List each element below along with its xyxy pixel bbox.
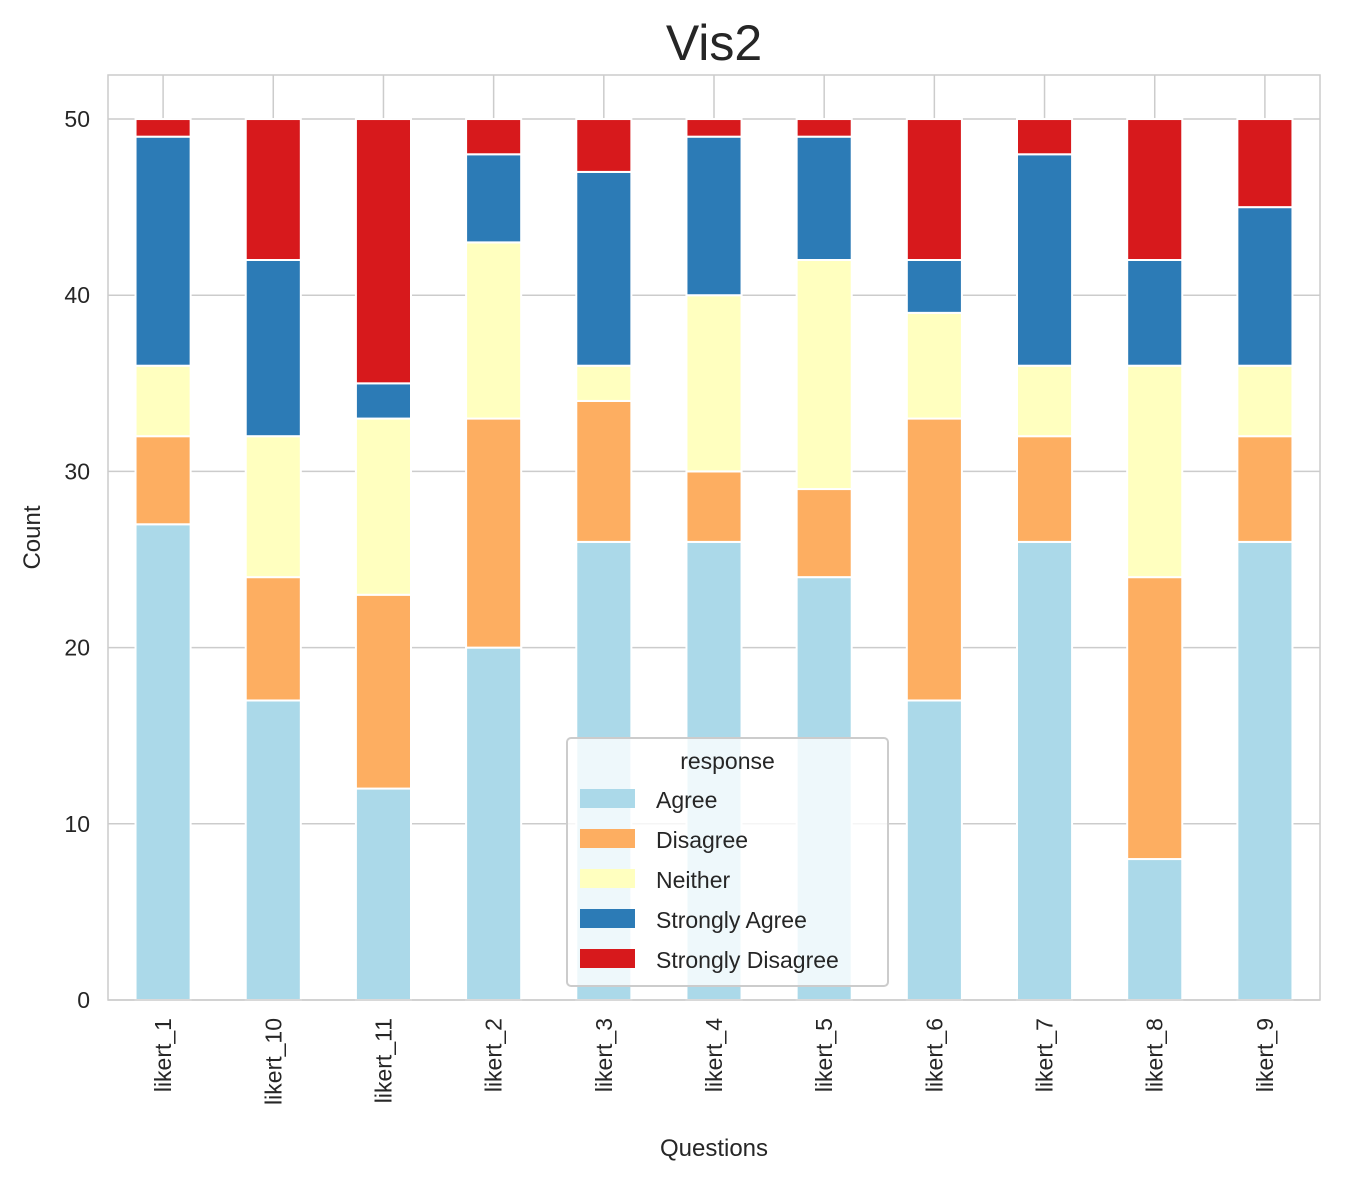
- y-tick-label: 0: [77, 987, 90, 1013]
- legend: response Agree Disagree Neither Strongly Ag…: [566, 737, 889, 987]
- legend-label: Disagree: [656, 827, 748, 853]
- bar-likert_1-strongly-disagree: [134, 118, 192, 138]
- bar-likert_10-neither: [244, 435, 302, 579]
- bar-likert_6-disagree: [905, 417, 963, 702]
- legend-swatch-disagree: [580, 829, 635, 848]
- legend-label: Neither: [656, 867, 730, 893]
- x-tick-label: likert_7: [1032, 1018, 1058, 1092]
- y-tick-label: 40: [64, 282, 90, 308]
- chart-title: Vis2: [666, 15, 762, 71]
- bar-likert_4-strongly-agree: [685, 135, 743, 297]
- x-tick-label: likert_8: [1142, 1018, 1168, 1092]
- bar-likert_5-disagree: [795, 488, 853, 579]
- bar-likert_2-agree: [465, 646, 523, 1001]
- y-axis-ticks: 0 10 20 30 40 50: [64, 106, 90, 1013]
- legend-label: Strongly Disagree: [656, 947, 839, 973]
- bar-likert_4-disagree: [685, 470, 743, 543]
- bar-likert_3-neither: [575, 364, 633, 402]
- bar-likert_3-strongly-disagree: [575, 118, 633, 173]
- bar-likert_6-strongly-agree: [905, 259, 963, 314]
- bar-likert_7-disagree: [1016, 435, 1074, 543]
- y-tick-label: 50: [64, 106, 90, 132]
- x-tick-label: likert_5: [811, 1018, 837, 1092]
- bar-likert_4-strongly-disagree: [685, 118, 743, 138]
- bar-likert_4-neither: [685, 294, 743, 473]
- y-axis-label: Count: [19, 505, 46, 569]
- x-tick-label: likert_11: [370, 1018, 396, 1103]
- bar-likert_2-disagree: [465, 417, 523, 649]
- bar-likert_10-strongly-disagree: [244, 118, 302, 261]
- bar-likert_1-strongly-agree: [134, 135, 192, 367]
- bar-likert_10-agree: [244, 699, 302, 1001]
- bar-likert_7-strongly-agree: [1016, 153, 1074, 367]
- bar-likert_1-disagree: [134, 435, 192, 526]
- legend-items: Agree Disagree Neither Strongly Agree Strong…: [580, 787, 839, 973]
- bar-likert_2-neither: [465, 241, 523, 420]
- bar-likert_6-agree: [905, 699, 963, 1001]
- bar-likert_5-neither: [795, 259, 853, 491]
- x-tick-label: likert_2: [481, 1018, 507, 1092]
- bar-likert_11-disagree: [354, 593, 412, 790]
- bar-likert_9-disagree: [1236, 435, 1294, 543]
- bar-likert_10-strongly-agree: [244, 259, 302, 438]
- x-tick-label: likert_6: [921, 1018, 947, 1092]
- bar-likert_9-agree: [1236, 540, 1294, 1002]
- legend-label: Agree: [656, 787, 717, 813]
- bars: [134, 118, 1294, 1002]
- bar-likert_3-disagree: [575, 399, 633, 543]
- x-tick-label: likert_3: [591, 1018, 617, 1092]
- bar-likert_2-strongly-agree: [465, 153, 523, 244]
- bar-likert_8-strongly-agree: [1126, 259, 1184, 367]
- bar-likert_8-neither: [1126, 364, 1184, 579]
- legend-swatch-neither: [580, 869, 635, 888]
- bar-likert_7-agree: [1016, 540, 1074, 1002]
- y-tick-label: 30: [64, 458, 90, 484]
- legend-box: [566, 737, 889, 987]
- bar-likert_11-agree: [354, 787, 412, 1001]
- x-tick-label: likert_9: [1252, 1018, 1278, 1092]
- legend-swatch-agree: [580, 789, 635, 808]
- plot-frame: [107, 74, 1321, 1001]
- bar-likert_1-neither: [134, 364, 192, 438]
- bar-likert_6-strongly-disagree: [905, 118, 963, 261]
- y-tick-label: 20: [64, 635, 90, 661]
- bar-likert_3-strongly-agree: [575, 170, 633, 367]
- bar-likert_1-agree: [134, 523, 192, 1001]
- x-axis-label: Questions: [660, 1135, 768, 1162]
- bar-likert_7-strongly-disagree: [1016, 118, 1074, 156]
- x-axis-ticks: likert_1 likert_10 likert_11 likert_2 likert…: [150, 1018, 1278, 1105]
- bar-likert_11-neither: [354, 417, 412, 596]
- bar-likert_10-disagree: [244, 576, 302, 702]
- bar-likert_6-neither: [905, 311, 963, 420]
- bar-likert_11-strongly-agree: [354, 382, 412, 420]
- bar-likert_8-disagree: [1126, 576, 1184, 861]
- legend-title: response: [680, 748, 775, 774]
- y-tick-label: 10: [64, 811, 90, 837]
- bar-likert_5-strongly-disagree: [795, 118, 853, 138]
- bar-likert_2-strongly-disagree: [465, 118, 523, 156]
- x-tick-label: likert_4: [701, 1018, 727, 1092]
- bar-likert_8-strongly-disagree: [1126, 118, 1184, 261]
- bar-likert_5-strongly-agree: [795, 135, 853, 262]
- legend-swatch-strongly-agree: [580, 909, 635, 928]
- bar-likert_7-neither: [1016, 364, 1074, 438]
- bar-likert_8-agree: [1126, 858, 1184, 1001]
- legend-swatch-strongly-disagree: [580, 949, 635, 968]
- bar-likert_11-strongly-disagree: [354, 118, 412, 385]
- bar-likert_9-strongly-agree: [1236, 206, 1294, 367]
- bar-likert_9-neither: [1236, 364, 1294, 438]
- legend-label: Strongly Agree: [656, 907, 807, 933]
- bar-likert_9-strongly-disagree: [1236, 118, 1294, 209]
- x-tick-label: likert_1: [150, 1018, 176, 1092]
- x-tick-label: likert_10: [260, 1018, 286, 1105]
